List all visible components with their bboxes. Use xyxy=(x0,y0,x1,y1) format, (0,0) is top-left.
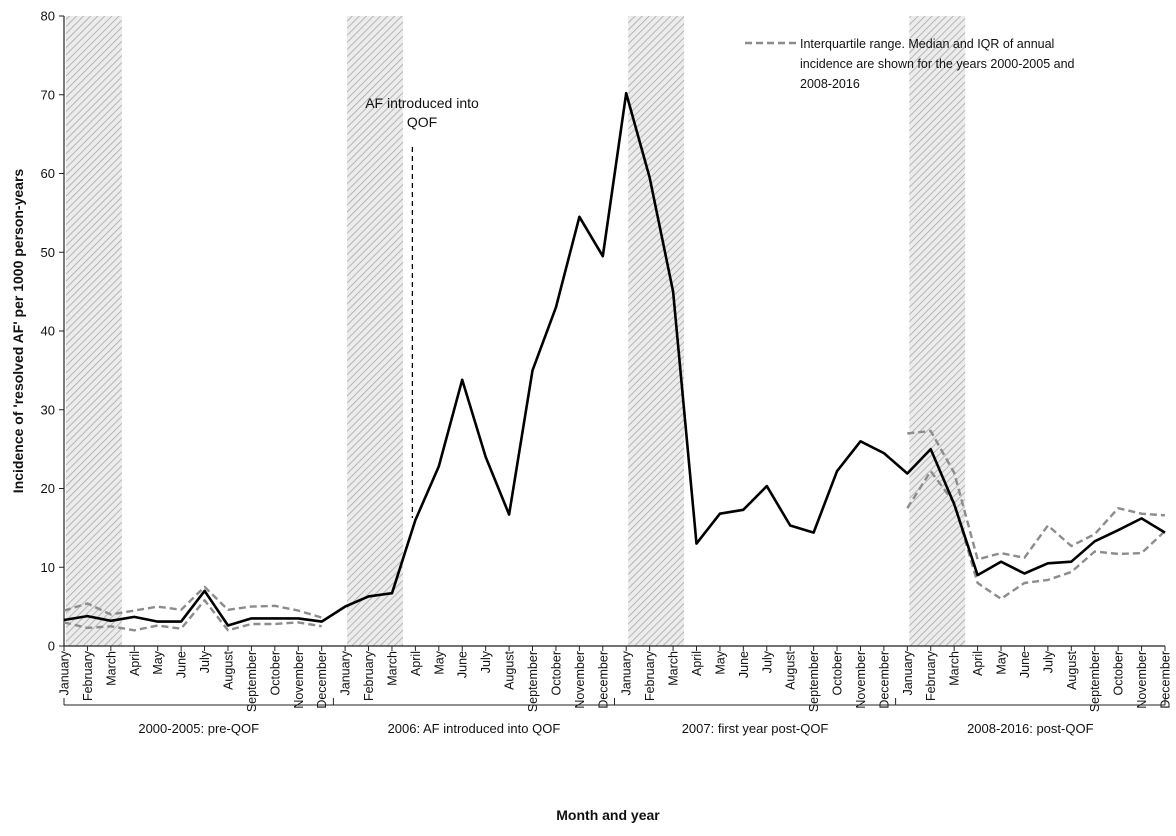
x-tick-label: September xyxy=(1088,651,1102,712)
x-tick-label: April xyxy=(128,651,142,676)
x-tick-labels: January February March April May June July Augu… xyxy=(58,650,1173,712)
x-tick-label: February xyxy=(643,650,657,701)
x-tick-label: August xyxy=(503,650,517,689)
x-tick-label: September xyxy=(245,651,259,712)
y-tick-label: 80 xyxy=(41,9,55,24)
x-tick-label: January xyxy=(58,650,72,695)
y-tick-label: 0 xyxy=(48,639,55,654)
group-label: 2006: AF introduced into QOF xyxy=(388,721,561,736)
x-tick-label: November xyxy=(573,651,587,709)
upper-quartile-line xyxy=(907,429,1166,561)
upper-quartile-line xyxy=(63,585,323,619)
lower-quartile-line xyxy=(63,599,322,632)
shaded-band-3 xyxy=(628,16,685,646)
x-tick-label: April xyxy=(690,651,704,676)
x-tick-label: June xyxy=(456,651,470,678)
x-tick-label: July xyxy=(1041,650,1055,673)
x-tick-label: April xyxy=(409,651,423,676)
x-tick-label: November xyxy=(1135,651,1149,709)
x-tick-label: June xyxy=(737,651,751,678)
x-tick-label: May xyxy=(995,650,1009,674)
y-tick-label: 60 xyxy=(41,166,55,181)
x-tick-label: March xyxy=(104,651,118,686)
x-tick-label: November xyxy=(292,651,306,709)
annotation-text-line-1: AF introduced into xyxy=(365,95,479,111)
y-axis-title: Incidence of 'resolved AF' per 1000 pers… xyxy=(10,169,26,494)
x-tick-label: October xyxy=(831,651,845,695)
x-tick-label: April xyxy=(971,651,985,676)
shaded-band-2 xyxy=(347,16,403,646)
group-brackets: 2000-2005: pre-QOF 2006: AF introduced in… xyxy=(63,698,1166,736)
x-tick-label: December xyxy=(315,651,329,709)
x-tick-label: July xyxy=(479,650,493,673)
x-tick-label: February xyxy=(81,650,95,701)
y-tick-labels: 0 10 20 30 40 50 60 70 80 xyxy=(41,9,55,654)
x-tick-label: August xyxy=(1065,650,1079,689)
x-tick-label: May xyxy=(151,650,165,674)
group-label: 2007: first year post-QOF xyxy=(682,721,829,736)
legend-label-line-3: 2008-2016 xyxy=(800,77,860,91)
y-tick-label: 70 xyxy=(41,87,55,102)
x-tick-label: January xyxy=(901,650,915,695)
x-tick-label: August xyxy=(221,650,235,689)
lower-quartile-line xyxy=(906,470,1166,600)
x-tick-label: January xyxy=(620,650,634,695)
series-lines xyxy=(63,91,1166,632)
x-tick-label: December xyxy=(877,651,891,709)
x-tick-label: August xyxy=(784,650,798,689)
x-tick-label: September xyxy=(526,651,540,712)
legend-label-line-1: Interquartile range. Median and IQR of a… xyxy=(800,37,1054,51)
legend-label-line-2: incidence are shown for the years 2000-2… xyxy=(800,57,1075,71)
legend: Interquartile range. Median and IQR of a… xyxy=(745,37,1075,91)
y-tick-label: 10 xyxy=(41,560,55,575)
x-tick-label: January xyxy=(339,650,353,695)
y-tick-label: 20 xyxy=(41,481,55,496)
y-tick-label: 40 xyxy=(41,324,55,339)
x-tick-label: October xyxy=(268,651,282,695)
x-tick-label: February xyxy=(924,650,938,701)
x-tick-label: September xyxy=(807,651,821,712)
x-tick-label: October xyxy=(549,651,563,695)
median-line xyxy=(63,91,1166,627)
x-tick-label: July xyxy=(760,650,774,673)
shaded-periods xyxy=(66,16,966,646)
x-tick-label: December xyxy=(1159,651,1173,709)
x-tick-label: October xyxy=(1112,651,1126,695)
axes xyxy=(59,15,1166,651)
x-tick-label: March xyxy=(385,651,399,686)
annotation-text-line-2: QOF xyxy=(407,114,437,130)
x-tick-label: June xyxy=(175,651,189,678)
x-tick-label: May xyxy=(432,650,446,674)
shaded-band-1 xyxy=(66,16,122,646)
x-tick-label: July xyxy=(198,650,212,673)
x-tick-label: June xyxy=(1018,651,1032,678)
group-label: 2008-2016: post-QOF xyxy=(967,721,1094,736)
group-label: 2000-2005: pre-QOF xyxy=(138,721,259,736)
y-tick-label: 30 xyxy=(41,402,55,417)
x-tick-label: March xyxy=(948,651,962,686)
x-tick-label: December xyxy=(596,651,610,709)
x-axis-title: Month and year xyxy=(556,807,660,823)
x-tick-label: March xyxy=(667,651,681,686)
x-tick-label: May xyxy=(713,650,727,674)
y-tick-label: 50 xyxy=(41,245,55,260)
shaded-band-4 xyxy=(909,16,966,646)
x-tick-label: November xyxy=(854,651,868,709)
x-tick-label: February xyxy=(362,650,376,701)
